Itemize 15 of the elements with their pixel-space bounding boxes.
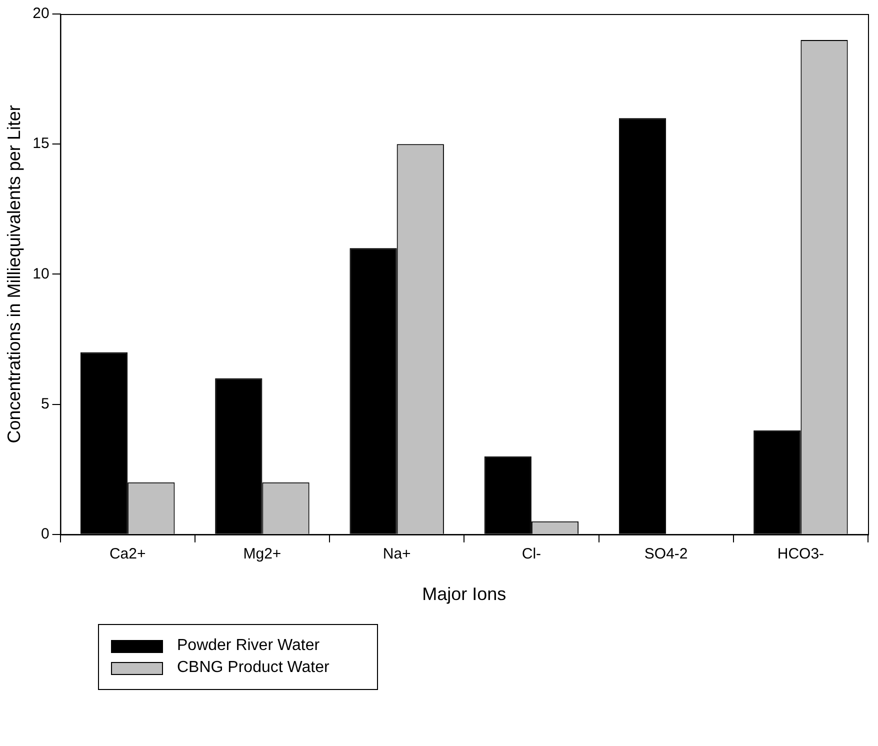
- legend-label: CBNG Product Water: [177, 659, 330, 677]
- y-tick-label: 0: [40, 526, 50, 543]
- y-tick-label: 10: [32, 265, 50, 282]
- y-axis-title: Concentrations in Milliequivalents per Liter: [4, 105, 24, 444]
- legend-label: Powder River Water: [177, 637, 320, 655]
- x-tick-label: Na+: [382, 546, 412, 563]
- x-tick-label: SO4-2: [644, 546, 688, 563]
- y-tick-label: 15: [32, 135, 50, 152]
- x-tick-label: Mg2+: [243, 546, 282, 563]
- x-axis-title: Major Ions: [422, 584, 506, 604]
- x-tick-label: Cl-: [522, 546, 542, 563]
- x-tick-label: Ca2+: [109, 546, 146, 563]
- y-tick-label: 5: [40, 395, 50, 412]
- y-tick-label: 20: [32, 5, 50, 22]
- x-tick-label: HCO3-: [777, 546, 824, 563]
